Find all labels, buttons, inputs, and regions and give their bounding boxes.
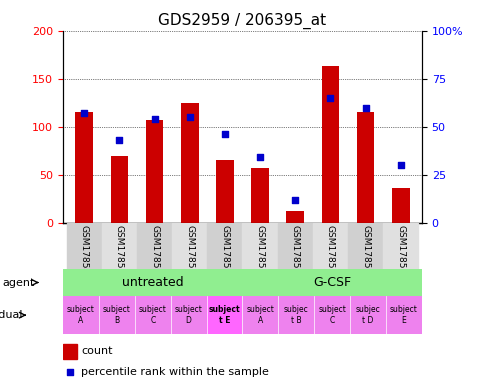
Text: GSM178558: GSM178558: [395, 225, 405, 280]
Bar: [216, 161, 233, 223]
Text: subject
A: subject A: [67, 305, 95, 324]
Point: [221, 131, 228, 137]
Bar: [348, 223, 382, 269]
Bar: [356, 113, 374, 223]
Text: subject
A: subject A: [246, 305, 274, 324]
Bar: [110, 156, 128, 223]
Text: subject
E: subject E: [389, 305, 417, 324]
Bar: [321, 66, 339, 223]
Bar: [242, 223, 277, 269]
Text: subject
B: subject B: [103, 305, 131, 324]
Bar: [382, 223, 418, 269]
Point: [80, 110, 88, 116]
Text: subject
D: subject D: [174, 305, 202, 324]
Text: untreated: untreated: [121, 276, 183, 289]
Text: GSM178553: GSM178553: [220, 225, 229, 280]
Text: individual: individual: [0, 310, 22, 320]
Text: subjec
t D: subjec t D: [355, 305, 380, 324]
Bar: [242, 269, 421, 296]
Bar: [99, 296, 135, 334]
Point: [396, 162, 404, 168]
Bar: [63, 269, 242, 296]
Bar: [206, 296, 242, 334]
Bar: [102, 223, 136, 269]
Text: percentile rank within the sample: percentile rank within the sample: [81, 367, 268, 377]
Bar: [312, 223, 348, 269]
Bar: [63, 296, 99, 334]
Bar: [278, 296, 314, 334]
Bar: [75, 113, 93, 223]
Bar: [136, 223, 172, 269]
Bar: [251, 168, 268, 223]
Point: [185, 114, 193, 120]
Bar: [181, 103, 198, 223]
Bar: [286, 211, 303, 223]
Point: [256, 154, 263, 161]
Text: GSM178549: GSM178549: [79, 225, 89, 280]
Point: [66, 369, 74, 375]
Bar: [391, 188, 409, 223]
Bar: [63, 344, 77, 359]
Point: [151, 116, 158, 122]
Bar: [66, 223, 102, 269]
Text: GSM178551: GSM178551: [150, 225, 159, 280]
Text: subject
C: subject C: [138, 305, 166, 324]
Bar: [145, 120, 163, 223]
Text: subject
C: subject C: [318, 305, 346, 324]
Text: G-CSF: G-CSF: [313, 276, 350, 289]
Point: [115, 137, 123, 143]
Text: GSM178552: GSM178552: [185, 225, 194, 280]
Text: GSM178556: GSM178556: [325, 225, 334, 280]
Bar: [277, 223, 312, 269]
Bar: [242, 296, 278, 334]
Text: subjec
t B: subjec t B: [283, 305, 308, 324]
Text: subject
t E: subject t E: [208, 305, 240, 324]
Text: GSM178550: GSM178550: [115, 225, 123, 280]
Bar: [314, 296, 349, 334]
Bar: [170, 296, 206, 334]
Bar: [349, 296, 385, 334]
Bar: [207, 223, 242, 269]
Point: [326, 95, 333, 101]
Title: GDS2959 / 206395_at: GDS2959 / 206395_at: [158, 13, 326, 29]
Text: GSM178554: GSM178554: [255, 225, 264, 280]
Bar: [172, 223, 207, 269]
Bar: [135, 296, 170, 334]
Point: [291, 197, 299, 203]
Bar: [385, 296, 421, 334]
Text: count: count: [81, 346, 112, 356]
Point: [361, 104, 369, 111]
Text: GSM178557: GSM178557: [361, 225, 369, 280]
Text: agent: agent: [2, 278, 35, 288]
Text: GSM178555: GSM178555: [290, 225, 299, 280]
